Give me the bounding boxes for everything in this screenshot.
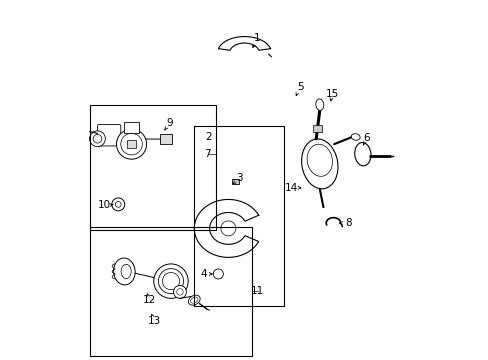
Text: 12: 12 xyxy=(142,295,156,305)
Polygon shape xyxy=(218,37,270,50)
Text: 14: 14 xyxy=(285,183,298,193)
Text: 9: 9 xyxy=(165,118,172,128)
Bar xyxy=(90,105,215,230)
Bar xyxy=(90,226,251,356)
Polygon shape xyxy=(194,199,258,257)
Circle shape xyxy=(93,134,102,143)
Ellipse shape xyxy=(354,143,370,166)
Text: 11: 11 xyxy=(251,286,264,296)
Text: 2: 2 xyxy=(204,132,211,142)
Ellipse shape xyxy=(121,264,131,279)
Circle shape xyxy=(176,289,183,295)
Text: 13: 13 xyxy=(147,316,161,325)
Ellipse shape xyxy=(113,258,135,285)
Bar xyxy=(194,126,284,306)
Text: 6: 6 xyxy=(363,133,369,143)
Ellipse shape xyxy=(315,99,323,111)
Text: 5: 5 xyxy=(296,82,303,92)
Circle shape xyxy=(112,198,124,211)
Ellipse shape xyxy=(301,139,337,189)
Bar xyxy=(127,140,136,148)
FancyBboxPatch shape xyxy=(97,125,121,146)
Ellipse shape xyxy=(188,295,200,305)
Bar xyxy=(312,125,321,132)
Circle shape xyxy=(115,202,121,207)
Text: 8: 8 xyxy=(345,218,351,228)
Circle shape xyxy=(121,134,142,155)
Circle shape xyxy=(89,131,105,147)
Ellipse shape xyxy=(306,144,332,176)
Text: 4: 4 xyxy=(200,269,206,279)
Circle shape xyxy=(116,129,146,159)
Bar xyxy=(160,134,171,144)
Bar xyxy=(232,179,238,184)
Bar xyxy=(123,122,139,134)
Circle shape xyxy=(173,285,186,298)
Ellipse shape xyxy=(350,134,359,140)
Ellipse shape xyxy=(190,297,198,303)
Text: 10: 10 xyxy=(98,200,111,210)
Text: 3: 3 xyxy=(235,173,242,183)
Text: 15: 15 xyxy=(325,89,338,99)
Circle shape xyxy=(221,221,235,236)
Text: 1: 1 xyxy=(253,33,260,43)
Text: 7: 7 xyxy=(204,149,211,159)
Circle shape xyxy=(213,269,223,279)
